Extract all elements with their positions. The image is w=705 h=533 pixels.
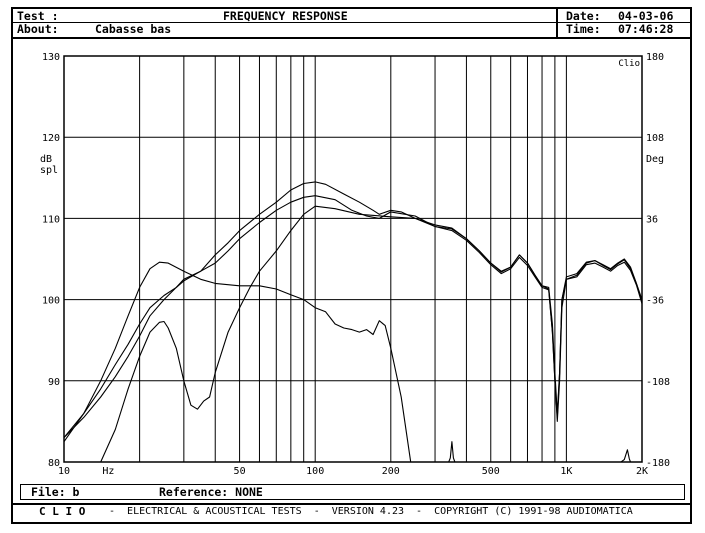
header-col-divider (556, 7, 558, 38)
window-frame (11, 7, 692, 524)
x-tick-label: 50 (234, 466, 246, 477)
test-label: Test : (17, 9, 59, 23)
chart-series (63, 181, 643, 463)
time-value: 07:46:28 (618, 22, 674, 36)
y-right-tick-label: -36 (646, 296, 664, 307)
file-info-bar: File: b Reference: NONE (20, 484, 685, 500)
header: Test : FREQUENCY RESPONSE About: Cabasse… (11, 7, 692, 39)
y-right-tick-label: -180 (646, 458, 670, 469)
time-label: Time: (566, 22, 601, 36)
y-right-axis-label: Deg (646, 154, 664, 165)
series-line-3 (63, 261, 412, 463)
x-tick-label: 2K (636, 466, 648, 477)
y-left-axis-label: dB (40, 154, 52, 165)
reference-label: Reference: NONE (159, 485, 263, 499)
file-label: File: b (31, 485, 80, 499)
y-left-tick-label: 100 (42, 296, 60, 307)
chart-title: FREQUENCY RESPONSE (223, 9, 348, 23)
about-value: Cabasse bas (95, 22, 172, 36)
clio-corner-label: Clio (618, 59, 640, 69)
header-bottom-divider (11, 37, 692, 39)
copyright-banner: - ELECTRICAL & ACOUSTICAL TESTS - VERSIO… (109, 506, 633, 517)
y-left-tick-label: 110 (42, 214, 60, 225)
x-tick-label: 500 (482, 466, 500, 477)
y-left-tick-label: 130 (42, 52, 60, 63)
chart-labels: 80 90 100 110 120 130 -180 -108 -36 36 108 180 10 Hz 5… (40, 52, 670, 477)
x-tick-label: 200 (382, 466, 400, 477)
series-line-6 (620, 449, 632, 463)
x-tick-label: 10 (58, 466, 70, 477)
footer-banner: C L I O - ELECTRICAL & ACOUSTICAL TESTS … (11, 503, 692, 522)
date-label: Date: (566, 9, 601, 23)
y-left-axis-label: spl (40, 165, 58, 176)
series-line-4 (100, 205, 643, 463)
y-left-tick-label: 80 (48, 458, 60, 469)
date-value: 04-03-06 (618, 9, 674, 23)
y-right-tick-label: -108 (646, 377, 670, 388)
y-left-tick-label: 120 (42, 133, 60, 144)
footer-divider (11, 503, 692, 505)
about-label: About: (17, 22, 59, 36)
y-right-tick-label: 108 (646, 133, 664, 144)
y-right-tick-label: 180 (646, 52, 664, 63)
series-line-2 (63, 195, 643, 438)
chart-grid (63, 55, 643, 463)
header-row-divider (11, 22, 692, 23)
x-tick-label: Hz (102, 466, 114, 477)
series-line-5 (448, 441, 456, 463)
clio-brand: C L I O (39, 505, 86, 518)
y-right-tick-label: 36 (646, 214, 658, 225)
y-left-tick-label: 90 (48, 377, 60, 388)
x-tick-label: 100 (306, 466, 324, 477)
x-tick-label: 1K (560, 466, 572, 477)
